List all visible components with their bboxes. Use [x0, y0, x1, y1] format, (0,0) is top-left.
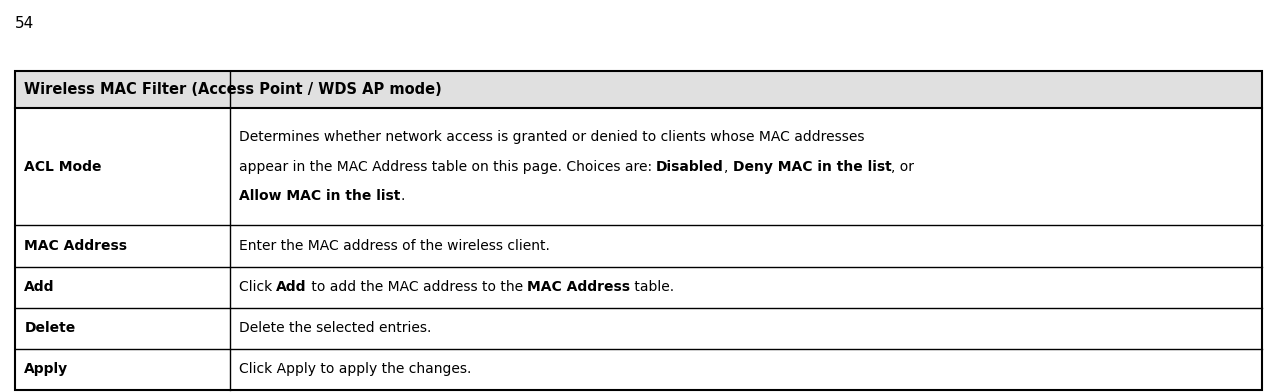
Text: ,: , — [724, 160, 733, 174]
Bar — [15, 71, 1262, 108]
Text: Wireless MAC Filter (Access Point / WDS AP mode): Wireless MAC Filter (Access Point / WDS … — [24, 82, 442, 97]
Text: 54: 54 — [15, 16, 34, 31]
Text: Enter the MAC address of the wireless client.: Enter the MAC address of the wireless cl… — [239, 239, 549, 253]
Text: Add: Add — [276, 280, 306, 294]
Text: Delete the selected entries.: Delete the selected entries. — [239, 321, 432, 335]
Text: Add: Add — [24, 280, 55, 294]
Text: Apply: Apply — [24, 363, 69, 376]
Text: ACL Mode: ACL Mode — [24, 160, 102, 174]
Text: Determines whether network access is granted or denied to clients whose MAC addr: Determines whether network access is gra… — [239, 130, 865, 144]
Text: Disabled: Disabled — [656, 160, 724, 174]
Text: , or: , or — [891, 160, 914, 174]
Bar — [15, 71, 1262, 390]
Text: Click: Click — [239, 280, 276, 294]
Text: MAC Address: MAC Address — [527, 280, 631, 294]
Text: table.: table. — [631, 280, 674, 294]
Text: MAC Address: MAC Address — [24, 239, 128, 253]
Text: Delete: Delete — [24, 321, 75, 335]
Text: Deny MAC in the list: Deny MAC in the list — [733, 160, 891, 174]
Text: appear in the MAC Address table on this page. Choices are:: appear in the MAC Address table on this … — [239, 160, 656, 174]
Text: .: . — [400, 189, 405, 203]
Text: Click Apply to apply the changes.: Click Apply to apply the changes. — [239, 363, 471, 376]
Text: to add the MAC address to the: to add the MAC address to the — [306, 280, 527, 294]
Text: Allow MAC in the list: Allow MAC in the list — [239, 189, 400, 203]
